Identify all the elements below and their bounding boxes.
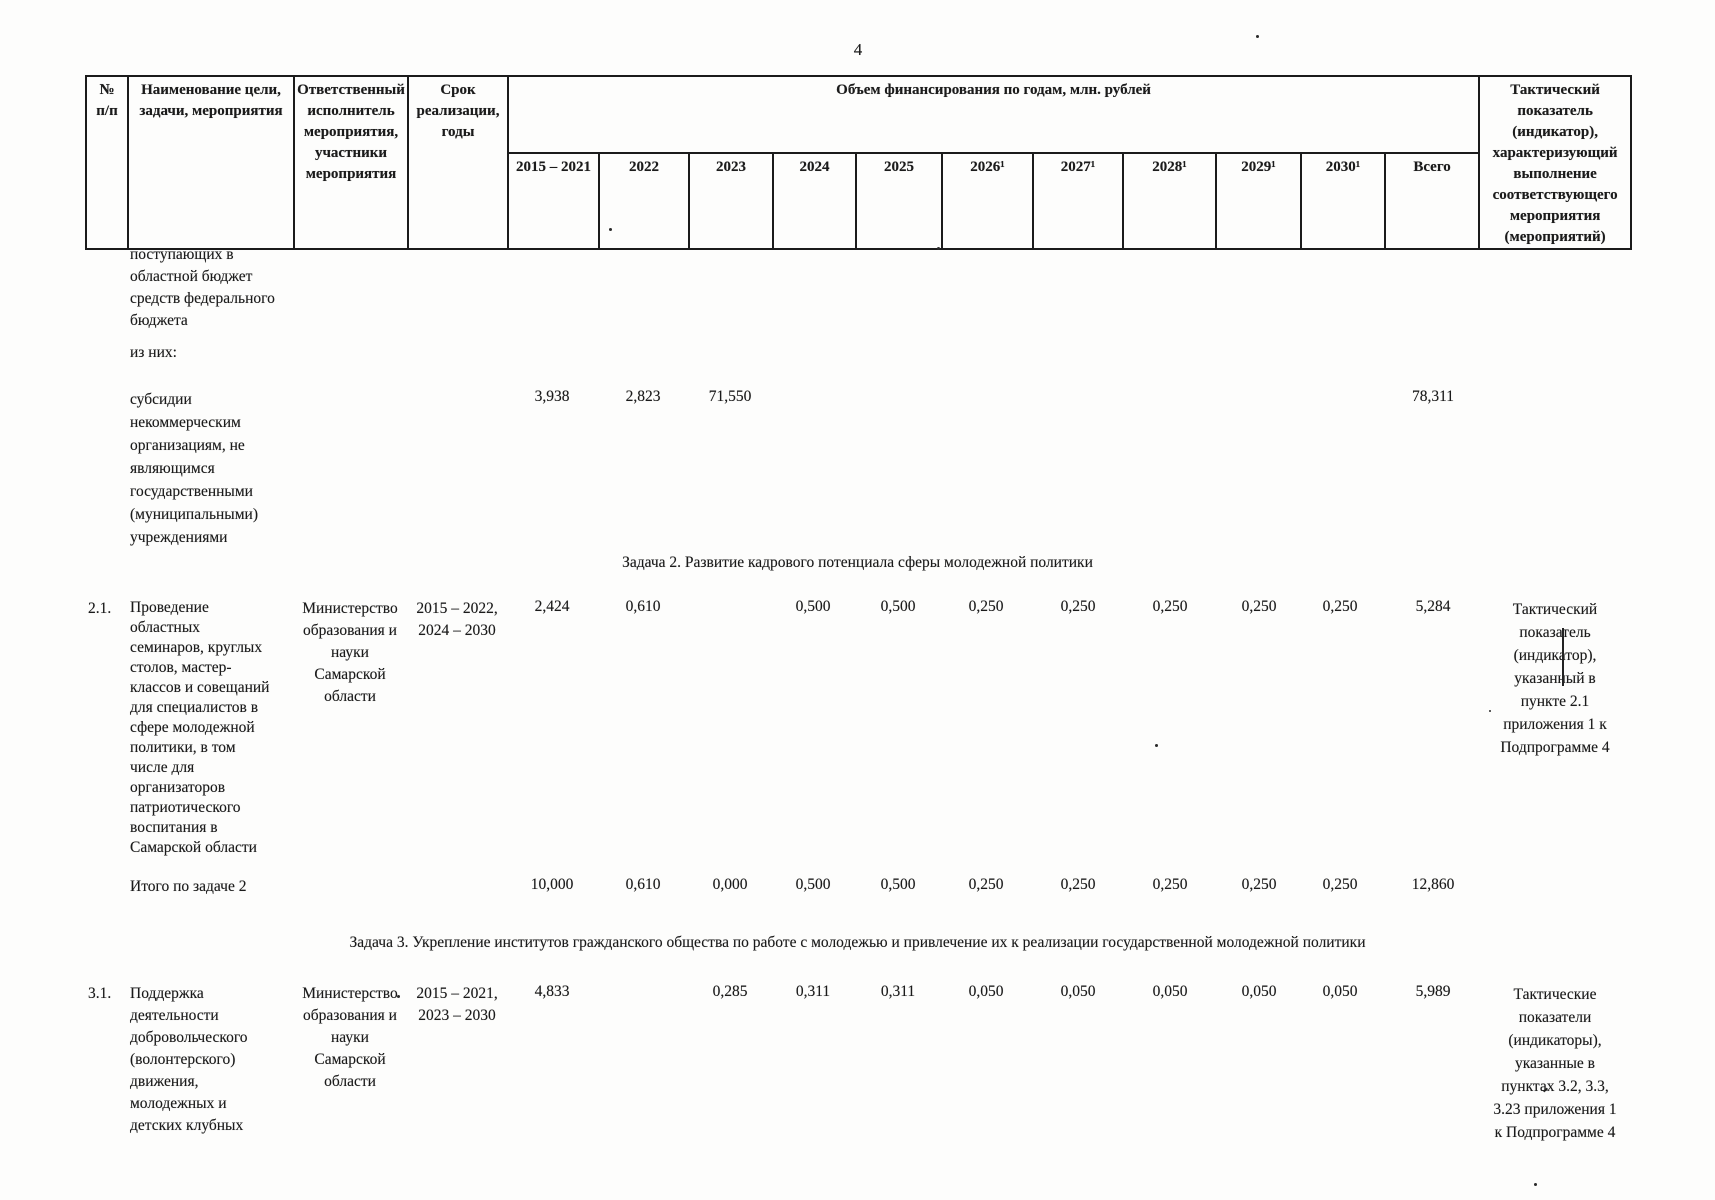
total-column-header: Всего xyxy=(1383,152,1481,250)
value-cell: 0,610 xyxy=(625,876,661,893)
value-cell: 10,000 xyxy=(530,876,574,893)
task3-section-title: Задача 3. Укрепление институтов гражданс… xyxy=(349,934,1366,951)
value-cell: 0,500 xyxy=(880,876,916,893)
value-cell: 0,250 xyxy=(1060,876,1096,893)
value-cell: 0,250 xyxy=(1241,876,1277,893)
page-number: 4 xyxy=(853,40,863,59)
row-2-1-values-row: 2,424 0,610 0,500 0,500 0,250 0,250 0,25… xyxy=(0,598,1715,622)
row-2-1-number: 2.1. xyxy=(88,600,112,617)
subsidies-measure-name: субсидии некоммерческим организациям, не… xyxy=(130,391,258,546)
value-cell: 0,000 xyxy=(712,876,748,893)
value-cell: 0,250 xyxy=(1152,876,1188,893)
value-cell: 0,500 xyxy=(795,598,831,615)
task2-total-label: Итого по задаче 2 xyxy=(130,878,247,895)
value-cell: 0,050 xyxy=(1152,983,1188,1000)
value-cell: 0,311 xyxy=(795,983,831,1000)
year-header-2025: 2025 xyxy=(855,152,943,250)
row-2-1-measure-name: Проведение областных семинаров, круглых … xyxy=(130,599,270,856)
total-value-cell: 12,860 xyxy=(1411,876,1455,893)
value-cell: 0,250 xyxy=(1152,598,1188,615)
financing-table-header: № п/п Наименование цели, задачи, меропри… xyxy=(85,74,1633,250)
scan-artifact xyxy=(397,995,400,998)
task2-section-title: Задача 2. Развитие кадрового потенциала … xyxy=(622,554,1093,571)
total-value-cell: 5,284 xyxy=(1415,598,1451,615)
carryover-measure-name: поступающих в областной бюджет средств ф… xyxy=(130,246,275,329)
col-header-executor: Ответственный исполнитель мероприятия, у… xyxy=(293,75,409,250)
row-3-1-number: 3.1. xyxy=(88,985,112,1002)
value-cell: 0,610 xyxy=(625,598,661,615)
col-header-financing: Объем финансирования по годам, млн. рубл… xyxy=(506,74,1481,155)
value-cell: 0,050 xyxy=(1060,983,1096,1000)
col-header-indicator: Тактический показатель (индикатор), хара… xyxy=(1478,75,1633,250)
year-header-2026: 2026¹ xyxy=(941,152,1034,250)
row-3-1-indicator: Тактические показатели (индикаторы), ука… xyxy=(1493,986,1617,1141)
row-3-1-executor: Министерство образования и науки Самарск… xyxy=(302,985,398,1090)
value-cell: 2,424 xyxy=(534,598,570,615)
value-cell: 0,250 xyxy=(968,876,1004,893)
col-header-term: Срок реализации, годы xyxy=(407,75,509,250)
value-cell: 0,250 xyxy=(1060,598,1096,615)
row-3-1-measure-name: Поддержка деятельности добровольческого … xyxy=(130,985,248,1134)
of-them-label: из них: xyxy=(130,344,177,361)
total-value-cell: 78,311 xyxy=(1411,388,1455,405)
value-cell: 0,500 xyxy=(880,598,916,615)
row-3-1-values-row: 4,833 0,285 0,311 0,311 0,050 0,050 0,05… xyxy=(0,983,1715,1007)
value-cell: 2,823 xyxy=(625,388,661,405)
scan-artifact xyxy=(1534,1183,1537,1186)
row-3-1-term: 2015 – 2021, 2023 – 2030 xyxy=(416,985,498,1024)
total-value-cell: 5,989 xyxy=(1415,983,1451,1000)
row-2-1-executor: Министерство образования и науки Самарск… xyxy=(302,600,398,705)
scan-artifact xyxy=(937,247,940,250)
value-cell: 0,311 xyxy=(880,983,916,1000)
scan-artifact xyxy=(1155,744,1158,747)
value-cell: 0,250 xyxy=(1241,598,1277,615)
row-2-1-indicator: Тактический показатель (индикатор), указ… xyxy=(1500,601,1610,756)
value-cell: 0,250 xyxy=(1322,876,1358,893)
value-cell: 4,833 xyxy=(534,983,570,1000)
year-header-2028: 2028¹ xyxy=(1122,152,1217,250)
year-header-2023: 2023 xyxy=(688,152,774,250)
value-cell: 71,550 xyxy=(708,388,752,405)
subsidies-values-row: 3,938 2,823 71,550 78,311 xyxy=(0,388,1715,412)
col-header-name: Наименование цели, задачи, мероприятия xyxy=(127,75,295,250)
task2-total-values-row: 10,000 0,610 0,000 0,500 0,500 0,250 0,2… xyxy=(0,876,1715,900)
year-header-2027: 2027¹ xyxy=(1032,152,1124,250)
year-header-2030: 2030¹ xyxy=(1300,152,1386,250)
col-header-number: № п/п xyxy=(85,75,129,250)
scan-artifact xyxy=(1489,710,1491,712)
year-header-2024: 2024 xyxy=(772,152,857,250)
scan-artifact xyxy=(1256,35,1259,38)
value-cell: 0,250 xyxy=(968,598,1004,615)
value-cell: 0,500 xyxy=(795,876,831,893)
scan-artifact xyxy=(609,228,612,231)
value-cell: 0,050 xyxy=(1322,983,1358,1000)
value-cell: 0,250 xyxy=(1322,598,1358,615)
row-2-1-term: 2015 – 2022, 2024 – 2030 xyxy=(416,600,498,639)
scan-artifact xyxy=(1562,628,1564,686)
value-cell: 0,050 xyxy=(1241,983,1277,1000)
value-cell: 0,050 xyxy=(968,983,1004,1000)
value-cell: 0,285 xyxy=(712,983,748,1000)
value-cell: 3,938 xyxy=(534,388,570,405)
year-header-2029: 2029¹ xyxy=(1215,152,1302,250)
year-header-2015-2021: 2015 – 2021 xyxy=(507,152,600,250)
year-header-2022: 2022 xyxy=(598,152,690,250)
